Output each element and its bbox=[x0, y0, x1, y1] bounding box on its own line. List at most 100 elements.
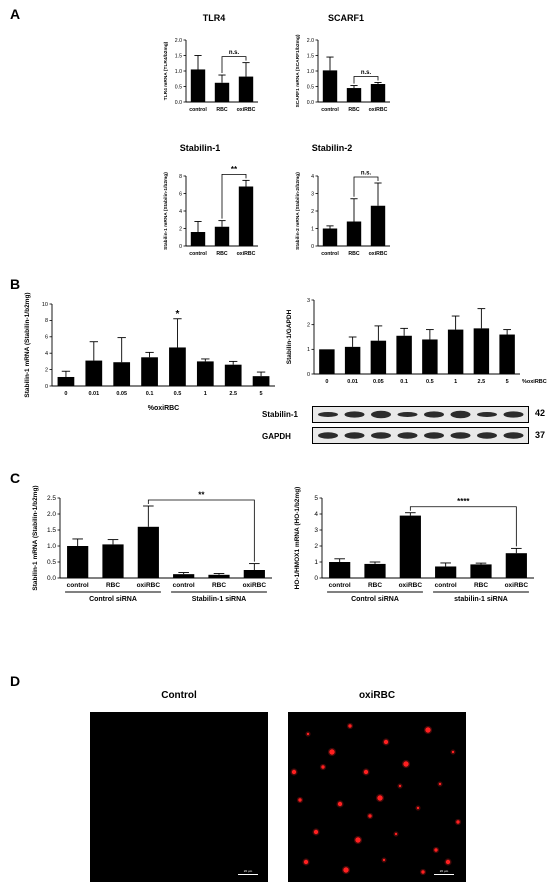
y-tick-label: 3 bbox=[311, 191, 314, 197]
y-tick-label: 2.0 bbox=[175, 38, 182, 44]
blot-band-strip bbox=[312, 427, 529, 444]
significance-label: n.s. bbox=[361, 171, 372, 177]
bar bbox=[238, 186, 254, 246]
fluorescent-dot bbox=[434, 848, 438, 852]
x-axis-prefix-label: %oxiRBC bbox=[522, 379, 547, 385]
x-tick-label: RBC bbox=[216, 251, 227, 257]
y-tick-label: 4 bbox=[45, 351, 48, 357]
y-tick-label: 6 bbox=[179, 191, 182, 197]
significance-bracket bbox=[409, 506, 517, 547]
y-tick-label: 0 bbox=[45, 384, 48, 390]
fluorescent-dot bbox=[438, 782, 442, 786]
blot-row-label: Stabilin-1 bbox=[262, 410, 299, 419]
y-tick-label: 0.0 bbox=[175, 100, 182, 106]
y-tick-label: 1.0 bbox=[175, 69, 182, 75]
blot-row-label: GAPDH bbox=[262, 432, 291, 441]
x-tick-label: oxiRBC bbox=[505, 582, 529, 589]
y-tick-label: 2 bbox=[45, 367, 48, 373]
x-tick-label: 0.5 bbox=[426, 379, 434, 385]
bar bbox=[214, 226, 230, 246]
y-tick-label: 0.5 bbox=[47, 559, 56, 566]
blot-band-strip bbox=[312, 406, 529, 423]
y-axis-label: Stabilin-1 mRNA (Stabilin-1/b2mg) bbox=[24, 292, 31, 397]
x-tick-label: 0 bbox=[325, 379, 328, 385]
y-tick-label: 8 bbox=[45, 318, 48, 324]
bar bbox=[399, 515, 421, 578]
bar bbox=[346, 88, 362, 102]
fluorescent-dot bbox=[303, 859, 309, 865]
y-tick-label: 10 bbox=[42, 302, 48, 308]
significance-label: n.s. bbox=[361, 70, 372, 76]
fluorescent-dot bbox=[298, 798, 302, 802]
y-axis-label: SCARF1 mRNA (SCARF1/b2mg) bbox=[295, 34, 301, 107]
bar bbox=[243, 570, 265, 578]
x-tick-label: 1 bbox=[204, 391, 207, 397]
y-tick-label: 2.5 bbox=[47, 495, 56, 502]
y-tick-label: 0.0 bbox=[47, 575, 56, 582]
panel-letter-d: D bbox=[10, 673, 21, 689]
y-tick-label: 8 bbox=[179, 174, 182, 180]
x-tick-label: control bbox=[173, 582, 195, 589]
blot-band bbox=[477, 412, 497, 417]
x-tick-label: 0 bbox=[64, 391, 67, 397]
bar bbox=[141, 357, 158, 386]
fluorescent-dot bbox=[363, 769, 369, 775]
fluorescent-dot bbox=[383, 739, 389, 745]
fluorescent-dot bbox=[425, 727, 431, 733]
fluorescent-dot bbox=[291, 769, 297, 775]
bar bbox=[329, 562, 351, 578]
significance-bracket bbox=[353, 76, 379, 84]
bar bbox=[346, 221, 362, 246]
fluorescent-dot bbox=[355, 837, 361, 843]
y-tick-label: 0.5 bbox=[307, 84, 314, 90]
x-tick-label: 2.5 bbox=[478, 379, 486, 385]
panel-letter-b: B bbox=[10, 276, 21, 292]
bar bbox=[499, 334, 515, 374]
y-tick-label: 0.0 bbox=[307, 100, 314, 106]
micrograph-title-oxirbc: oxiRBC bbox=[358, 690, 396, 701]
bar bbox=[470, 564, 492, 578]
y-axis-label: Stabilin-1 mRNA (Stabilin-1/b2mg) bbox=[32, 485, 39, 590]
y-tick-label: 4 bbox=[311, 174, 314, 180]
chart-title: TLR4 bbox=[203, 13, 226, 23]
bar bbox=[224, 364, 242, 386]
significance-bracket bbox=[221, 173, 247, 219]
x-tick-label: 0.1 bbox=[146, 391, 154, 397]
y-tick-label: 2 bbox=[179, 226, 182, 232]
fluorescent-dot bbox=[394, 832, 398, 836]
bar bbox=[422, 339, 438, 374]
y-tick-label: 1.5 bbox=[307, 53, 314, 59]
x-tick-label: oxiRBC bbox=[399, 582, 423, 589]
fluorescent-dot bbox=[382, 858, 386, 862]
micrograph-oxirbc: 20 µm bbox=[288, 712, 466, 882]
group-label: Control siRNA bbox=[89, 596, 137, 603]
bar bbox=[173, 574, 195, 578]
y-tick-label: 0 bbox=[314, 575, 318, 582]
bar bbox=[238, 76, 254, 102]
x-tick-label: RBC bbox=[474, 582, 488, 589]
scale-bar bbox=[238, 874, 258, 875]
scale-bar-label: 20 µm bbox=[243, 869, 253, 873]
fluorescent-dot bbox=[416, 806, 420, 810]
blot-band bbox=[397, 432, 418, 439]
micrograph-title-control: Control bbox=[161, 690, 197, 701]
significance-label: * bbox=[175, 309, 179, 320]
bar bbox=[190, 232, 206, 246]
x-tick-label: 2.5 bbox=[229, 391, 237, 397]
fluorescent-dot bbox=[377, 795, 383, 801]
y-tick-label: 1 bbox=[314, 559, 318, 566]
bar bbox=[322, 70, 338, 102]
group-label: stabilin-1 siRNA bbox=[454, 596, 508, 603]
y-tick-label: 4 bbox=[179, 209, 182, 215]
bar bbox=[473, 328, 490, 374]
y-tick-label: 4 bbox=[314, 511, 318, 518]
bar bbox=[505, 553, 527, 578]
chart-title: Stabilin-2 bbox=[312, 143, 353, 153]
group-label: Stabilin-1 siRNA bbox=[192, 596, 246, 603]
bar bbox=[396, 335, 412, 374]
fluorescent-dot bbox=[329, 749, 335, 755]
blot-band bbox=[450, 432, 471, 439]
y-tick-label: 3 bbox=[314, 527, 318, 534]
bar bbox=[252, 376, 270, 386]
bar bbox=[208, 574, 230, 578]
